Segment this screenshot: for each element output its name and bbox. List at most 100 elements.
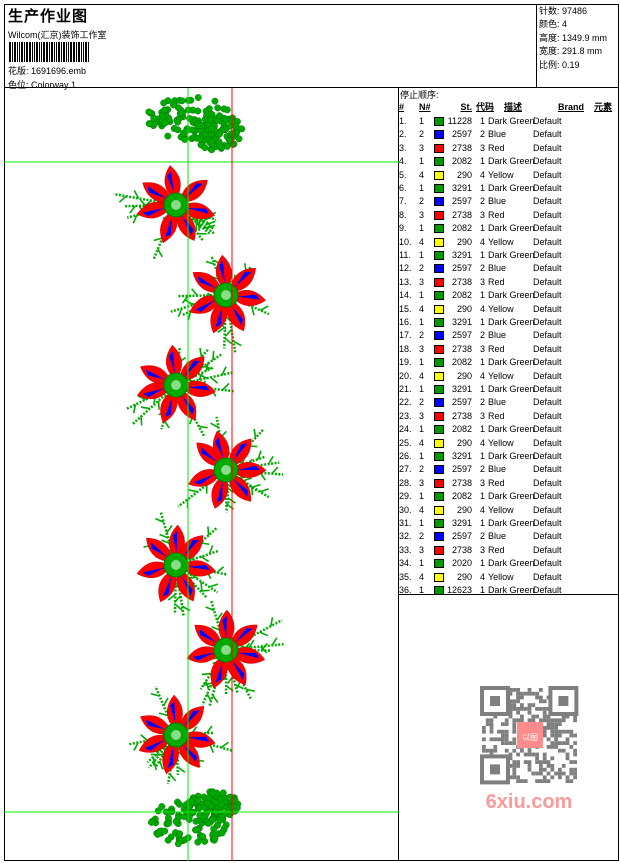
color-swatch xyxy=(434,211,444,220)
row-index: 5. xyxy=(399,169,407,182)
row-description: Dark Green xyxy=(488,383,535,396)
row-needle: 3 xyxy=(419,142,424,155)
row-needle: 2 xyxy=(419,128,424,141)
row-code: 2 xyxy=(476,195,485,208)
row-code: 1 xyxy=(476,383,485,396)
row-description: Dark Green xyxy=(488,289,535,302)
row-brand: Default xyxy=(533,544,562,557)
color-swatch xyxy=(434,171,444,180)
color-swatch xyxy=(434,358,444,367)
row-stitches: 3291 xyxy=(446,517,472,530)
row-needle: 4 xyxy=(419,303,424,316)
row-brand: Default xyxy=(533,316,562,329)
row-description: Dark Green xyxy=(488,423,535,436)
row-stitches: 2738 xyxy=(446,142,472,155)
flower-motif xyxy=(187,600,284,706)
design-scale: 比例: 0.19 xyxy=(539,59,617,72)
color-swatch xyxy=(434,224,444,233)
row-stitches: 3291 xyxy=(446,383,472,396)
row-stitches: 3291 xyxy=(446,182,472,195)
row-stitches: 290 xyxy=(446,303,472,316)
design-file: 花版: 1691696.emb xyxy=(8,64,86,77)
leaf-cluster xyxy=(186,788,241,823)
row-needle: 4 xyxy=(419,437,424,450)
color-swatch xyxy=(434,559,444,568)
row-stitches: 290 xyxy=(446,504,472,517)
row-needle: 4 xyxy=(419,169,424,182)
table-header: # N# St. 代码 描述 Brand 元素 xyxy=(398,101,619,114)
embroidery-design xyxy=(4,88,399,861)
color-swatch xyxy=(434,439,444,448)
color-swatch xyxy=(434,345,444,354)
row-description: Yellow xyxy=(488,236,514,249)
row-needle: 2 xyxy=(419,396,424,409)
row-stitches: 3291 xyxy=(446,450,472,463)
row-brand: Default xyxy=(533,195,562,208)
row-description: Blue xyxy=(488,128,506,141)
row-needle: 1 xyxy=(419,356,424,369)
row-description: Yellow xyxy=(488,169,514,182)
row-code: 3 xyxy=(476,477,485,490)
row-brand: Default xyxy=(533,530,562,543)
row-brand: Default xyxy=(533,182,562,195)
row-needle: 1 xyxy=(419,584,424,597)
row-code: 4 xyxy=(476,437,485,450)
row-description: Red xyxy=(488,276,505,289)
row-needle: 3 xyxy=(419,477,424,490)
row-stitches: 2082 xyxy=(446,289,472,302)
color-swatch xyxy=(434,452,444,461)
row-code: 1 xyxy=(476,423,485,436)
row-needle: 2 xyxy=(419,463,424,476)
row-needle: 3 xyxy=(419,209,424,222)
barcode xyxy=(9,42,121,62)
row-needle: 2 xyxy=(419,262,424,275)
row-stitches: 2738 xyxy=(446,209,472,222)
row-code: 2 xyxy=(476,262,485,275)
row-stitches: 2082 xyxy=(446,356,472,369)
row-index: 21. xyxy=(399,383,412,396)
row-index: 1. xyxy=(399,115,407,128)
color-swatch xyxy=(434,291,444,300)
color-swatch xyxy=(434,586,444,595)
color-swatch xyxy=(434,157,444,166)
row-description: Dark Green xyxy=(488,557,535,570)
company-name: Wilcom(汇京)装饰工作室 xyxy=(8,28,107,41)
row-brand: Default xyxy=(533,209,562,222)
row-code: 4 xyxy=(476,504,485,517)
row-code: 1 xyxy=(476,249,485,262)
row-brand: Default xyxy=(533,423,562,436)
row-brand: Default xyxy=(533,222,562,235)
color-swatch xyxy=(434,412,444,421)
row-brand: Default xyxy=(533,584,562,597)
row-stitches: 2597 xyxy=(446,329,472,342)
row-code: 2 xyxy=(476,530,485,543)
row-index: 23. xyxy=(399,410,412,423)
row-code: 3 xyxy=(476,343,485,356)
row-description: Dark Green xyxy=(488,356,535,369)
row-index: 19. xyxy=(399,356,412,369)
row-code: 4 xyxy=(476,303,485,316)
row-code: 2 xyxy=(476,463,485,476)
row-description: Yellow xyxy=(488,303,514,316)
row-description: Red xyxy=(488,343,505,356)
row-description: Dark Green xyxy=(488,222,535,235)
row-index: 34. xyxy=(399,557,412,570)
row-needle: 1 xyxy=(419,249,424,262)
row-index: 35. xyxy=(399,571,412,584)
row-code: 2 xyxy=(476,128,485,141)
